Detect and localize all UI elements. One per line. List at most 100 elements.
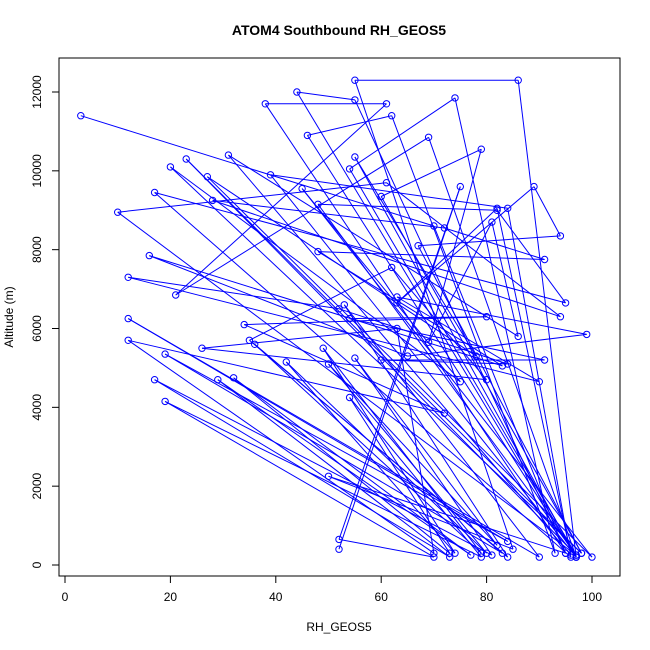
data-point xyxy=(477,553,485,561)
series-line-segment xyxy=(517,80,577,558)
data-point xyxy=(324,472,333,480)
y-tick-label: 10000 xyxy=(30,154,44,188)
data-point xyxy=(377,192,385,201)
series-line-segment xyxy=(164,400,482,558)
y-tick-label: 8000 xyxy=(30,236,44,263)
data-point xyxy=(182,155,190,163)
data-point xyxy=(314,200,322,209)
data-point xyxy=(430,553,438,561)
series-line-segment xyxy=(264,103,567,554)
data-point xyxy=(504,553,512,561)
series-line-segment xyxy=(349,397,451,554)
data-point xyxy=(588,553,596,561)
data-point xyxy=(577,549,586,557)
data-point xyxy=(477,145,485,153)
data-point xyxy=(535,378,543,386)
data-point xyxy=(482,376,491,384)
data-point xyxy=(556,313,565,321)
data-point xyxy=(335,305,343,313)
series-line-segment xyxy=(212,199,561,318)
series-line-segment xyxy=(243,324,445,414)
series-line-segment xyxy=(164,400,435,558)
series-line-segment xyxy=(418,235,561,247)
data-point xyxy=(114,208,122,216)
series-line-segment xyxy=(149,255,503,367)
series-line-segment xyxy=(175,103,387,296)
y-axis-label: Altitude (m) xyxy=(2,286,16,347)
series-line-segment xyxy=(201,347,487,381)
data-point xyxy=(261,100,269,108)
series-line-segment xyxy=(396,186,535,304)
data-point xyxy=(314,247,322,256)
series-line-segment xyxy=(212,199,445,229)
x-tick-label: 60 xyxy=(375,590,389,604)
series-line-segment xyxy=(270,174,508,209)
data-point xyxy=(172,291,180,299)
series-line-segment xyxy=(128,339,445,414)
data-point xyxy=(319,344,327,352)
series-line-segment xyxy=(349,97,456,170)
y-tick-label: 12000 xyxy=(30,75,44,109)
series-line-segment xyxy=(322,347,482,554)
y-tick-label: 2000 xyxy=(30,472,44,499)
series-line-segment xyxy=(128,276,340,310)
data-point xyxy=(351,153,359,161)
data-point xyxy=(198,344,206,352)
data-point xyxy=(393,324,401,333)
data-point xyxy=(530,182,538,191)
data-point xyxy=(504,537,512,546)
data-point xyxy=(393,299,401,307)
data-point xyxy=(324,360,333,368)
series-line-segment xyxy=(128,276,540,383)
data-point xyxy=(424,133,433,142)
series-line-segment xyxy=(149,255,408,357)
data-point xyxy=(77,112,85,120)
series-line-segment xyxy=(296,91,355,101)
data-point xyxy=(335,535,343,544)
data-point xyxy=(498,549,507,557)
series-line-segment xyxy=(154,192,572,558)
data-point xyxy=(488,551,496,559)
data-point xyxy=(214,376,222,384)
series-line-segment xyxy=(328,363,487,554)
series-line-segment xyxy=(307,115,392,136)
series-line-segment xyxy=(249,266,392,341)
data-point xyxy=(403,352,412,360)
data-point xyxy=(440,409,449,417)
data-point xyxy=(493,541,501,549)
series-line-segment xyxy=(507,208,572,558)
data-point xyxy=(382,100,391,108)
data-point xyxy=(282,358,290,366)
data-point xyxy=(430,549,438,557)
data-point xyxy=(161,350,169,358)
series-line-segment xyxy=(317,251,545,260)
data-point xyxy=(456,378,464,386)
series-line-segment xyxy=(417,245,582,554)
series-line-segment xyxy=(354,156,477,357)
series-line-segment xyxy=(301,188,461,383)
data-point xyxy=(446,553,454,561)
series-line-segment xyxy=(127,339,435,554)
data-point xyxy=(451,549,459,557)
data-point xyxy=(561,299,570,307)
data-point xyxy=(377,356,385,364)
data-point xyxy=(472,352,480,360)
data-point xyxy=(124,314,132,323)
series-line-segment xyxy=(349,318,545,361)
data-point xyxy=(488,218,496,226)
data-point xyxy=(351,76,359,84)
data-point xyxy=(150,188,159,197)
data-point xyxy=(245,336,254,344)
series-line-segment xyxy=(343,304,540,558)
data-point xyxy=(388,112,396,120)
x-tick-label: 20 xyxy=(164,590,178,604)
data-point xyxy=(351,354,359,362)
y-tick-label: 0 xyxy=(30,561,44,568)
x-tick-label: 0 xyxy=(62,590,69,604)
series-line-segment xyxy=(285,361,487,554)
data-point xyxy=(166,163,175,171)
data-point xyxy=(477,549,485,557)
data-point xyxy=(551,549,559,557)
series-line-segment xyxy=(396,296,540,383)
data-point xyxy=(203,173,212,181)
